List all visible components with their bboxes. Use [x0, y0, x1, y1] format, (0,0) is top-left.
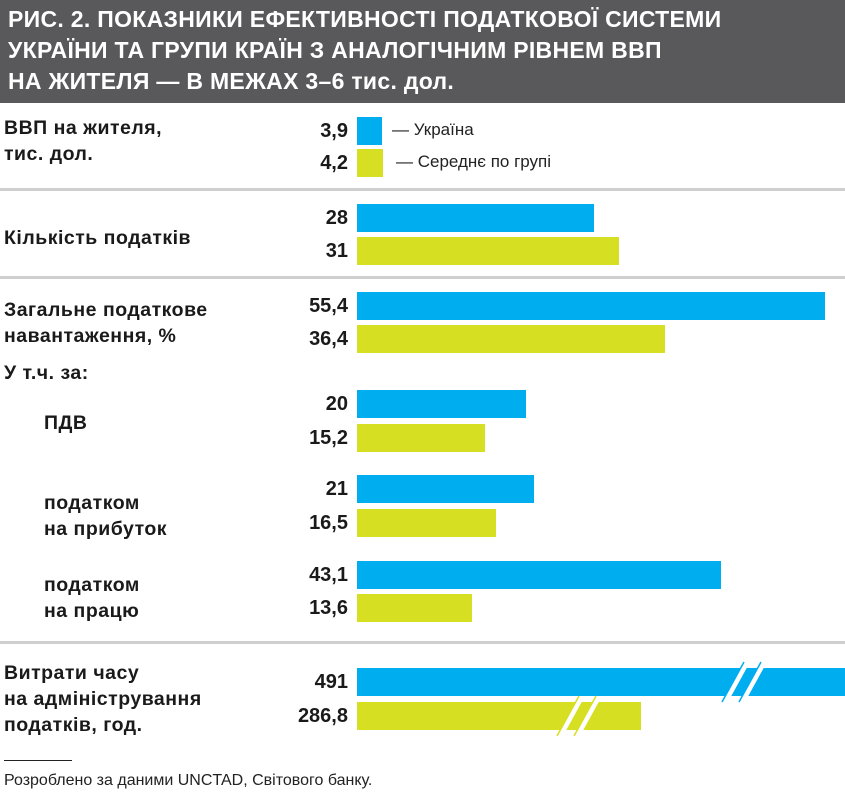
data-label: 286,8	[297, 705, 348, 727]
footnote-rule	[4, 760, 72, 761]
legend-ukraine: — Україна	[392, 120, 474, 139]
bar-group	[357, 594, 472, 622]
title-line: РИС. 2. ПОКАЗНИКИ ЕФЕКТИВНОСТІ ПОДАТКОВО…	[8, 6, 722, 32]
category-label: Кількість податків	[4, 227, 192, 249]
bar-group	[357, 237, 619, 265]
data-label: 13,6	[309, 597, 348, 619]
legend-group: — Середнє по групі	[396, 152, 552, 171]
category-label: ПДВ	[44, 412, 88, 434]
category-label: Витрати часу на адміністрування податків…	[4, 662, 202, 736]
data-label: 3,9	[320, 120, 348, 142]
data-label: 4,2	[320, 152, 348, 174]
data-label: 28	[325, 207, 348, 229]
category-label: Загальне податкове навантаження, %	[4, 299, 208, 347]
bar-ukraine	[357, 668, 845, 696]
bar-ukraine	[357, 204, 594, 232]
subheading: У т.ч. за:	[4, 362, 89, 384]
data-label: 31	[325, 240, 348, 262]
divider	[0, 188, 845, 191]
data-label: 491	[314, 671, 348, 693]
data-label: 43,1	[309, 564, 348, 586]
bar-ukraine	[357, 292, 826, 320]
bar-ukraine	[357, 561, 722, 589]
axis-break-mark	[556, 695, 602, 737]
data-label: 55,4	[309, 295, 348, 317]
bar-group	[357, 702, 641, 730]
bar-group	[357, 149, 384, 177]
figure-header: РИС. 2. ПОКАЗНИКИ ЕФЕКТИВНОСТІ ПОДАТКОВО…	[0, 0, 845, 103]
source-note: Розроблено за даними UNCTAD, Світового б…	[4, 772, 373, 789]
bar-ukraine	[357, 117, 382, 145]
bar-group	[357, 325, 665, 353]
divider	[0, 276, 845, 279]
category-label: податком на працю	[44, 574, 140, 622]
data-label: 15,2	[309, 427, 348, 449]
data-label: 21	[325, 478, 348, 500]
axis-break-mark	[721, 661, 767, 703]
bar-group	[357, 424, 486, 452]
divider	[0, 641, 845, 644]
data-label: 20	[325, 393, 348, 415]
bar-ukraine	[357, 475, 535, 503]
category-label: ВВП на жителя, тис. дол.	[4, 117, 163, 165]
bar-ukraine	[357, 390, 526, 418]
bar-group	[357, 509, 497, 537]
title-line: УКРАЇНИ ТА ГРУПИ КРАЇН З АНАЛОГІЧНИМ РІВ…	[8, 37, 662, 63]
title-line: НА ЖИТЕЛЯ — В МЕЖАХ 3–6 тис. дол.	[8, 68, 455, 94]
data-label: 16,5	[309, 512, 348, 534]
category-label: податком на прибуток	[44, 492, 168, 540]
data-label: 36,4	[309, 328, 348, 350]
